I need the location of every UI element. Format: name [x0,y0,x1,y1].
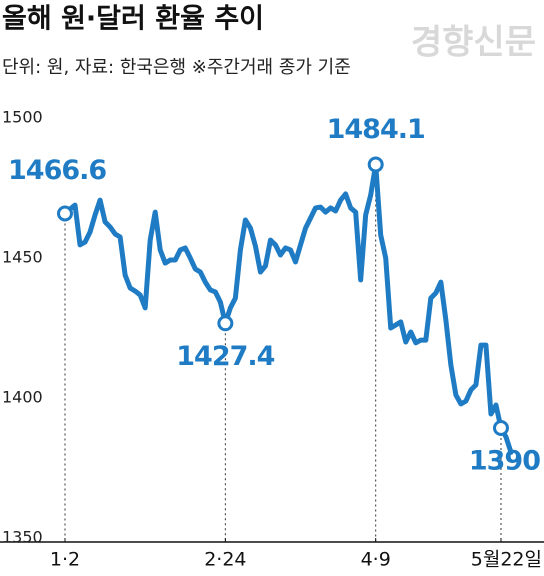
x-tick-label: 5월22일 [471,549,542,571]
point-marker [492,420,509,436]
x-tick-label: 4·9 [361,549,391,571]
chart-subtitle: 단위: 원, 자료: 한국은행 ※주간거래 종가 기준 [2,57,351,78]
x-tick-label: 2·24 [204,549,246,571]
data-label: 1484.1 [327,114,425,145]
data-label: 1427.4 [176,341,274,372]
point-marker [57,205,73,222]
line [62,162,514,455]
x-tick-label: 1·2 [50,549,80,571]
y-tick-label: 1450 [2,248,43,267]
watermark: 경향신문 [411,23,536,63]
point-marker [217,315,234,332]
y-tick-label: 1500 [2,108,43,127]
data-label: 1390 [469,446,540,477]
y-tick-label: 1350 [2,528,43,547]
chart-title: 올해 원·달러 환율 추이 [2,4,264,35]
point-marker [367,156,384,173]
data-label: 1466.6 [8,155,106,186]
y-tick-label: 1400 [2,388,43,407]
